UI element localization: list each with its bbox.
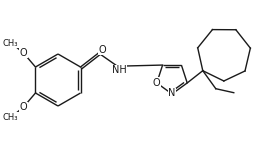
Text: N: N (168, 88, 176, 98)
Text: NH: NH (112, 65, 127, 75)
Text: O: O (153, 78, 161, 88)
Text: O: O (20, 48, 27, 58)
Text: O: O (99, 45, 106, 55)
Text: CH₃: CH₃ (3, 39, 18, 48)
Text: CH₃: CH₃ (3, 112, 18, 121)
Text: O: O (20, 102, 27, 112)
